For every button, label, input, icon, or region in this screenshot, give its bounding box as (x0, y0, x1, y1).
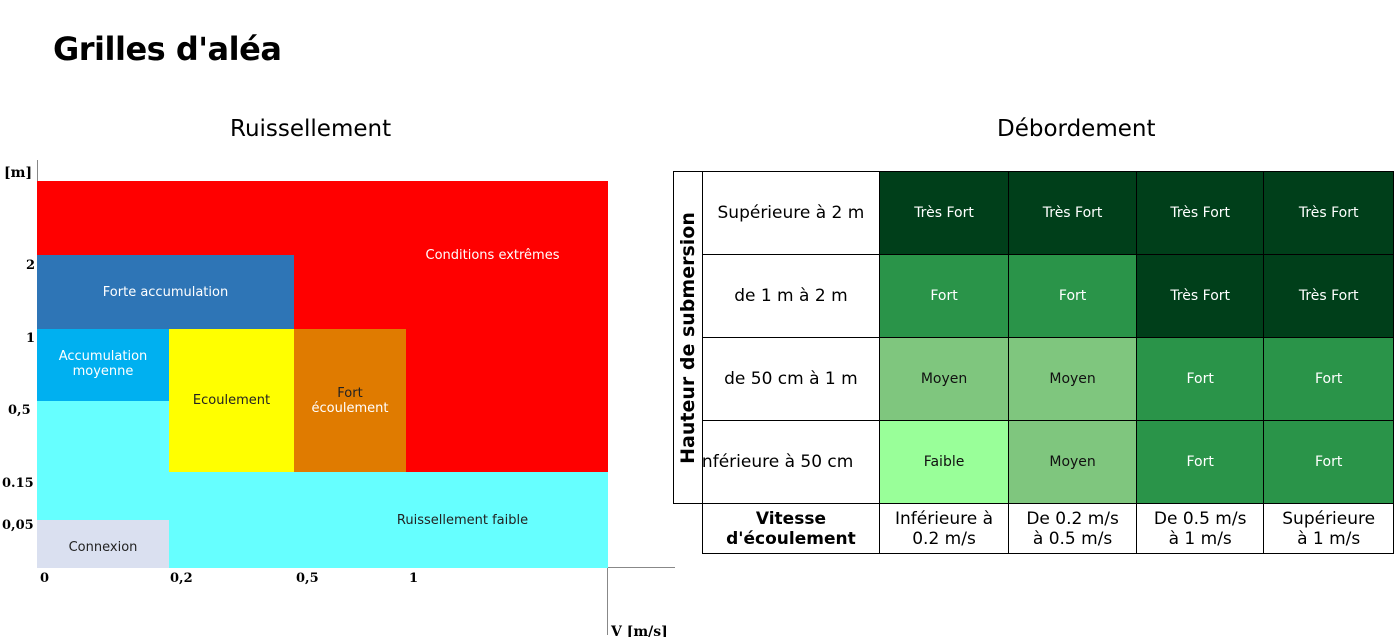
row-axis-label: Hauteur de submersion (676, 211, 699, 464)
column-header: De 0.5 m/s à 1 m/s (1136, 503, 1265, 554)
grid-cell: Très Fort (1136, 254, 1265, 338)
grid-cell: Moyen (1008, 337, 1138, 421)
blank-cell (673, 503, 703, 554)
zone-fort-ecoulement-line1: Fort (337, 385, 363, 401)
column-header-line2: à 0.5 m/s (1032, 528, 1113, 549)
y-tick-0-15: 0.15 (2, 476, 34, 491)
ruissellement-title: Ruissellement (230, 116, 392, 142)
y-tick-0-5: 0,5 (8, 403, 31, 418)
zone-connexion-label: Connexion (68, 539, 138, 555)
zone-ecoulement-label: Ecoulement (192, 393, 271, 408)
zone-conditions-extremes-label: Conditions extrêmes (425, 248, 560, 263)
zone-ecoulement: Ecoulement (169, 329, 294, 472)
x-tick-1: 1 (409, 571, 419, 586)
grid-cell: Moyen (1008, 420, 1138, 504)
column-header-line2: à 1 m/s (1168, 528, 1232, 549)
grid-row: Inférieure à 50 cm Faible Moyen Fort For… (674, 420, 1394, 504)
grid-cell: Faible (878, 420, 1010, 504)
zone-accumulation-moyenne-line1: Accumulation (58, 349, 148, 364)
column-header-line2: 0.2 m/s (912, 528, 976, 549)
row-header: Inférieure à 50 cm (701, 420, 880, 504)
grid-cell: Fort (1263, 337, 1394, 421)
x-axis-label: V [m/s] (611, 624, 668, 637)
row-header: Supérieure à 2 m (701, 171, 880, 255)
zone-accumulation-moyenne-ext (37, 401, 169, 473)
row-header: de 50 cm à 1 m (701, 337, 880, 421)
grid-row: de 1 m à 2 m Fort Fort Très Fort Très Fo… (674, 254, 1394, 338)
zone-forte-accumulation-label: Forte accumulation (102, 284, 229, 300)
zone-accumulation-moyenne-line2: moyenne (72, 364, 134, 379)
corner-line1: Vitesse (755, 508, 826, 529)
column-header: De 0.2 m/s à 0.5 m/s (1008, 503, 1138, 554)
corner-header: Vitesse d'écoulement (701, 503, 880, 554)
x-tick-0-2: 0,2 (170, 571, 193, 586)
grid-cell: Très Fort (1008, 171, 1138, 255)
grid-cell: Très Fort (878, 171, 1010, 255)
column-header-row: Vitesse d'écoulement Inférieure à 0.2 m/… (673, 503, 1394, 554)
x-tick-0: 0 (40, 571, 50, 586)
grid-cell: Fort (1263, 420, 1394, 504)
column-header-line1: Supérieure (1282, 508, 1376, 529)
zone-ruissellement-faible-label: Ruissellement faible (396, 512, 529, 528)
zone-connexion: Connexion (37, 520, 169, 568)
grid-row: Hauteur de submersion Supérieure à 2 m T… (673, 171, 1394, 504)
grid-cell: Très Fort (1263, 171, 1394, 255)
column-header-line1: De 0.5 m/s (1153, 508, 1247, 529)
column-header: Inférieure à 0.2 m/s (878, 503, 1010, 554)
debordement-grid: Hauteur de submersion Supérieure à 2 m T… (673, 171, 1394, 554)
grid-cell: Moyen (878, 337, 1010, 421)
column-header: Supérieure à 1 m/s (1263, 503, 1394, 554)
grid-cell: Très Fort (1263, 254, 1394, 338)
corner-line2: d'écoulement (726, 528, 856, 549)
zone-accumulation-moyenne: Accumulation moyenne (37, 329, 169, 401)
page-title: Grilles d'aléa (53, 30, 282, 68)
x-tick-0-5: 0,5 (296, 571, 319, 586)
zone-forte-accumulation: Forte accumulation (37, 255, 294, 329)
grid-row: de 50 cm à 1 m Moyen Moyen Fort Fort (674, 337, 1394, 421)
row-header: de 1 m à 2 m (701, 254, 880, 338)
y-tick-2: 2 (26, 258, 36, 273)
x-axis-end-line (607, 567, 608, 635)
grid-cell: Très Fort (1136, 171, 1265, 255)
zone-fort-ecoulement-line2: écoulement (311, 400, 389, 416)
y-tick-1: 1 (26, 331, 36, 346)
grid-cell: Fort (1136, 337, 1265, 421)
column-header-line2: à 1 m/s (1297, 528, 1361, 549)
grid-cell: Fort (1136, 420, 1265, 504)
debordement-title: Débordement (997, 116, 1156, 142)
column-header-line1: De 0.2 m/s (1026, 508, 1119, 529)
y-axis-label: [m] (4, 165, 33, 181)
row-axis-label-cell: Hauteur de submersion (673, 171, 703, 504)
zone-fort-ecoulement: Fort écoulement (294, 329, 406, 472)
grid-cell: Fort (1008, 254, 1138, 338)
y-tick-0-05: 0,05 (2, 518, 34, 533)
grid-cell: Fort (878, 254, 1010, 338)
column-header-line1: Inférieure à (894, 508, 994, 529)
